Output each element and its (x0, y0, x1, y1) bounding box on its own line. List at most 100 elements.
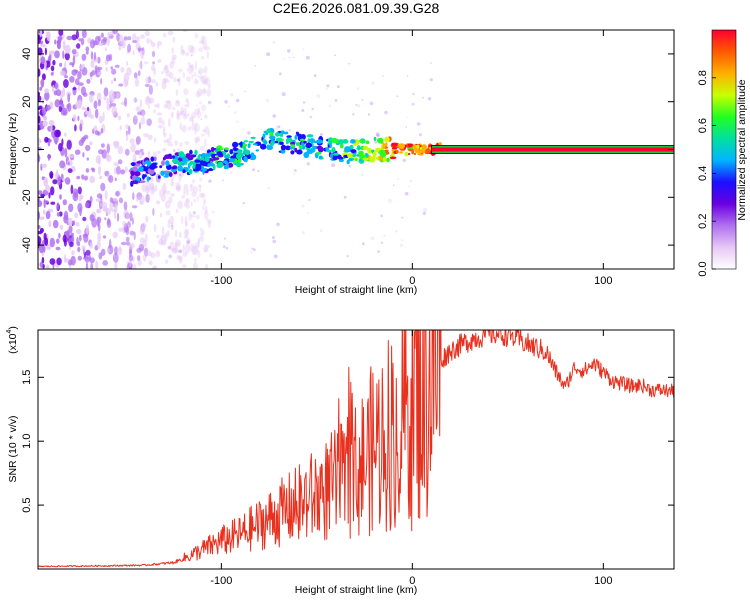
spectrogram-noise-blob (177, 250, 182, 253)
spectrogram-noise-blob (204, 125, 210, 135)
spectrogram-noise-blob (265, 98, 270, 103)
spectrogram-noise-blob (202, 229, 205, 236)
spectrogram-noise-blob (204, 210, 209, 221)
spectrogram-noise-blob (186, 76, 191, 82)
spectrogram-noise-blob (128, 125, 131, 135)
spectrogram-noise-blob (84, 255, 90, 263)
spectrogram-noise-blob (40, 193, 45, 198)
spectrogram-ridge-blob (229, 149, 233, 155)
spectrogram-noise-blob (69, 76, 75, 83)
spectrogram-ridge-blob (194, 159, 201, 163)
spectrogram-noise-blob (202, 204, 205, 211)
spectrogram-noise-blob (154, 184, 158, 192)
spectrogram-noise-blob (41, 163, 48, 168)
spectrogram-ridge-blob (391, 142, 398, 147)
spectrogram-noise-blob (157, 43, 160, 50)
spectrogram-ridge-blob (412, 144, 417, 150)
spectrogram-noise-blob (175, 239, 181, 248)
spectrogram-noise-blob (187, 61, 192, 66)
spectrogram-noise-blob (170, 181, 175, 187)
spectrogram-noise-blob (174, 242, 177, 252)
spectrogram-noise-blob (202, 68, 205, 73)
spectrogram-ridge-blob (382, 143, 386, 150)
spectrogram-ridge-blob (369, 156, 376, 163)
spectrogram-noise-blob (40, 56, 46, 65)
spectrogram-ridge-blob (208, 152, 212, 157)
spectrogram-noise-blob (208, 84, 211, 89)
spectrogram-noise-blob (45, 210, 51, 220)
spectrogram-y-tick-label: 40 (21, 48, 33, 60)
spectrogram-noise-blob (343, 195, 347, 199)
spectrogram-noise-blob (135, 136, 141, 145)
spectrogram-noise-blob (197, 250, 201, 259)
spectrogram-noise-blob (48, 138, 52, 143)
spectrogram-noise-blob (200, 35, 207, 44)
spectrogram-ridge-blob (236, 162, 242, 168)
spectrogram-noise-blob (132, 192, 135, 201)
spectrogram-noise-blob (156, 234, 160, 239)
spectrogram-noise-blob (125, 81, 129, 86)
spectrogram-noise-blob (404, 191, 409, 196)
spectrogram-noise-blob (222, 245, 226, 249)
spectrogram-noise-blob (416, 122, 421, 126)
spectrogram-noise-blob (187, 126, 192, 131)
spectrogram-noise-blob (206, 88, 212, 97)
spectrogram-noise-blob (229, 170, 233, 175)
spectrogram-noise-blob (71, 49, 77, 55)
spectrogram-noise-blob (236, 120, 239, 123)
spectrogram-noise-blob (114, 262, 118, 269)
spectrogram-ridge-blob (425, 148, 431, 154)
spectrogram-noise-blob (184, 216, 188, 226)
spectrogram-noise-blob (86, 78, 91, 84)
spectrogram-noise-blob (201, 104, 207, 112)
spectrogram-tone-band (431, 147, 674, 152)
spectrogram-noise-blob (124, 166, 128, 173)
spectrogram-ridge-blob (182, 157, 187, 163)
spectrogram-noise-blob (294, 169, 297, 172)
spectrogram-noise-blob (208, 253, 213, 258)
spectrogram-ridge-blob (294, 147, 298, 153)
spectrogram-noise-blob (172, 247, 179, 252)
spectrogram-noise-blob (118, 45, 122, 51)
spectrogram-noise-blob (206, 51, 210, 59)
spectrogram-ridge-blob (144, 160, 150, 165)
spectrogram-noise-blob (192, 245, 198, 256)
spectrogram-noise-blob (78, 197, 82, 202)
spectrogram-noise-blob (181, 195, 186, 199)
spectrogram-noise-blob (168, 254, 173, 259)
spectrogram-ridge-blob (146, 176, 150, 182)
spectrogram-noise-blob (109, 197, 114, 203)
spectrogram-ridge-blob (367, 147, 372, 154)
spectrogram-noise-blob (76, 43, 81, 49)
spectrogram-noise-blob (66, 140, 72, 150)
spectrogram-noise-blob (200, 118, 203, 121)
spectrogram-noise-blob (78, 234, 82, 242)
spectrogram-noise-blob (202, 128, 207, 133)
spectrogram-noise-blob (72, 55, 76, 66)
spectrogram-noise-blob (170, 192, 174, 197)
spectrogram-noise-blob (126, 241, 131, 246)
spectrogram-ridge-blob (305, 142, 313, 149)
spectrogram-noise-blob (135, 106, 141, 112)
spectrogram-ridge-blob (279, 141, 284, 145)
spectrogram-noise-blob (198, 193, 205, 198)
spectrogram-noise-blob (188, 65, 192, 69)
spectrogram-noise-blob (133, 97, 138, 103)
spectrogram-noise-blob (48, 120, 55, 126)
spectrogram-noise-blob (85, 249, 91, 256)
spectrogram-noise-blob (99, 175, 103, 180)
spectrogram-ridge-blob (285, 145, 291, 151)
spectrogram-ridge-blob (142, 174, 145, 180)
spectrogram-noise-blob (62, 87, 66, 97)
spectrogram-noise-blob (158, 238, 163, 245)
colorbar-gradient (712, 30, 736, 269)
spectrogram-noise-blob (38, 190, 43, 195)
spectrogram-noise-blob (48, 220, 52, 228)
spectrogram-noise-blob (84, 175, 88, 181)
spectrogram-noise-blob (182, 264, 187, 268)
spectrogram-noise-blob (159, 212, 163, 218)
spectrogram-noise-blob (182, 49, 185, 55)
spectrogram-noise-blob (44, 47, 48, 56)
spectrogram-noise-blob (113, 77, 117, 82)
spectrogram-noise-blob (183, 201, 188, 208)
